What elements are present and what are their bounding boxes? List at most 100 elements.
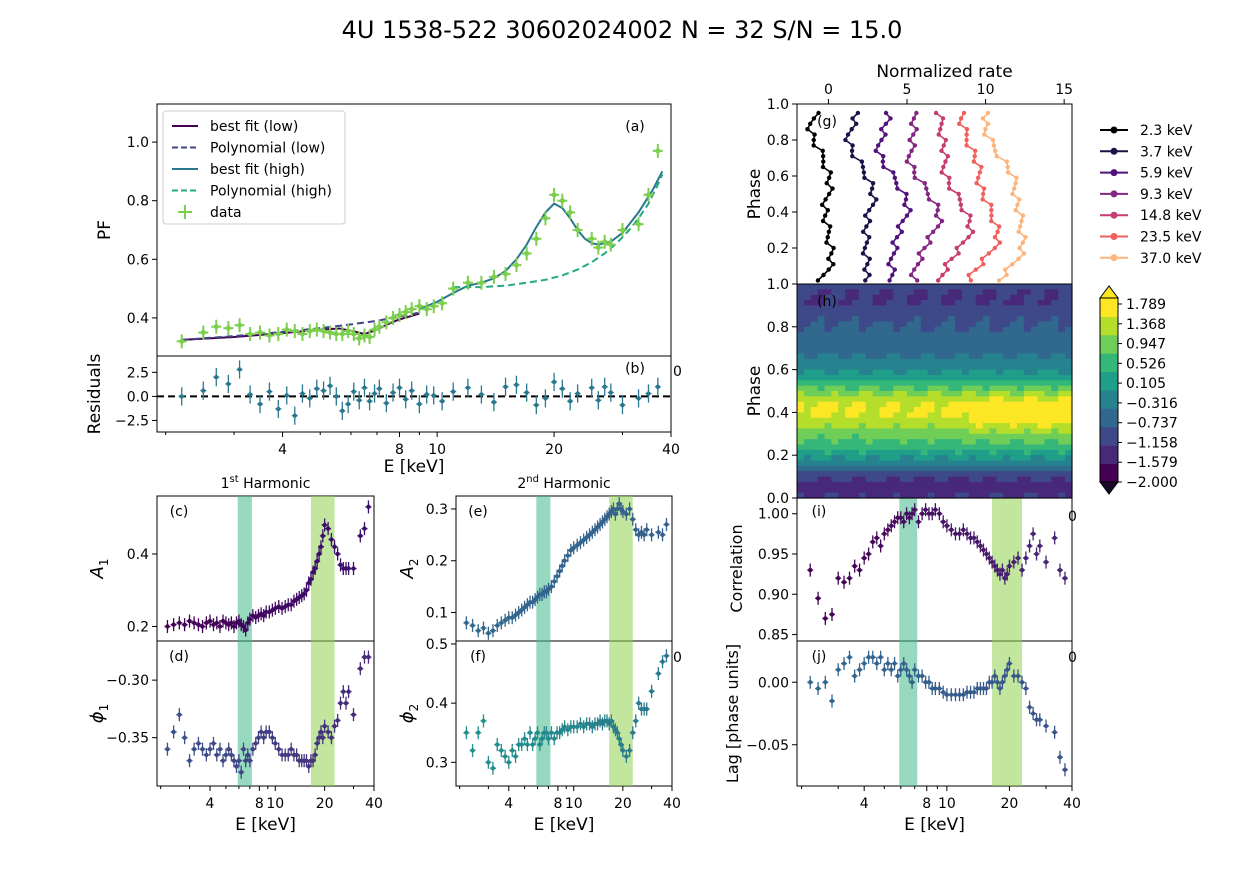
data-point bbox=[984, 686, 989, 691]
heatmap-cell bbox=[824, 305, 832, 312]
profile-point bbox=[862, 175, 867, 180]
heatmap-cell bbox=[831, 391, 839, 397]
heatmap-cell bbox=[941, 353, 949, 360]
heatmap-cell bbox=[817, 492, 826, 499]
data-point bbox=[953, 531, 958, 537]
heatmap-cell bbox=[1065, 487, 1073, 494]
heatmap-cell bbox=[982, 374, 991, 381]
heatmap-cell bbox=[1030, 348, 1039, 355]
profile-point bbox=[922, 181, 927, 186]
heatmap-cell bbox=[1017, 289, 1025, 296]
heatmap-cell bbox=[1030, 374, 1039, 381]
heatmap-cell bbox=[817, 337, 826, 344]
heatmap-cell bbox=[1003, 369, 1011, 376]
data-point bbox=[525, 742, 530, 747]
heatmap-cell bbox=[968, 444, 977, 451]
y-tick-label: 0.95 bbox=[758, 547, 789, 563]
data-point bbox=[568, 548, 574, 553]
heatmap-cell bbox=[810, 444, 819, 451]
heatmap-cell bbox=[810, 284, 819, 290]
heatmap-cell bbox=[975, 321, 984, 328]
heatmap-cell bbox=[1037, 337, 1046, 344]
profile-point bbox=[825, 208, 831, 213]
data-point bbox=[503, 384, 508, 389]
heatmap-cell bbox=[982, 492, 991, 499]
data-point bbox=[366, 504, 371, 510]
data-point bbox=[660, 659, 665, 664]
y-tick-label: −2.5 bbox=[115, 413, 149, 429]
profile-point bbox=[912, 170, 917, 175]
heatmap-cell bbox=[920, 294, 929, 301]
heatmap-cell bbox=[996, 364, 1004, 371]
heatmap-cell bbox=[845, 332, 853, 339]
heatmap-cell bbox=[1044, 481, 1052, 488]
heatmap-cell bbox=[1010, 364, 1018, 371]
heatmap-cell bbox=[955, 428, 963, 435]
heatmap-cell bbox=[962, 358, 970, 365]
colorbar-segment bbox=[1100, 334, 1118, 354]
profile-point bbox=[892, 267, 898, 272]
heatmap-cell bbox=[968, 321, 977, 328]
heatmap-cell bbox=[838, 284, 846, 290]
heatmap-cell bbox=[831, 449, 839, 456]
profile-point bbox=[875, 143, 881, 148]
x-tick-label: 20 bbox=[1001, 796, 1019, 812]
heatmap-cell bbox=[797, 364, 805, 371]
heatmap-cell bbox=[879, 348, 887, 355]
heatmap-cell bbox=[1051, 316, 1059, 323]
heatmap-cell bbox=[852, 289, 860, 296]
heatmap-cell bbox=[900, 374, 908, 381]
profile-point bbox=[945, 154, 951, 159]
heatmap-cell bbox=[1065, 374, 1073, 381]
heatmap-cell bbox=[865, 294, 874, 301]
heatmap-cell bbox=[1058, 348, 1066, 355]
data-point bbox=[191, 746, 197, 752]
heatmap-cell bbox=[900, 310, 908, 317]
heatmap-cell bbox=[1044, 423, 1052, 430]
heatmap-cell bbox=[968, 439, 977, 446]
heatmap-cell bbox=[989, 391, 997, 397]
heatmap-cell bbox=[1010, 348, 1018, 355]
heatmap-cell bbox=[845, 471, 853, 478]
heatmap-cell bbox=[913, 321, 922, 328]
data-point bbox=[1052, 535, 1057, 541]
heatmap-cell bbox=[845, 476, 853, 483]
heatmap-cell bbox=[1030, 284, 1039, 290]
heatmap-cell bbox=[886, 305, 894, 312]
heatmap-cell bbox=[955, 433, 963, 440]
heatmap-cell bbox=[872, 492, 881, 499]
data-point bbox=[1027, 543, 1032, 549]
heatmap-cell bbox=[1017, 337, 1025, 344]
profile-point bbox=[997, 240, 1003, 245]
data-point bbox=[933, 686, 938, 691]
heatmap-cell bbox=[852, 407, 860, 413]
heatmap-cell bbox=[913, 439, 922, 446]
data-point bbox=[256, 735, 261, 740]
heatmap-cell bbox=[810, 391, 819, 397]
data-point bbox=[904, 667, 909, 672]
heatmap-cell bbox=[865, 492, 874, 499]
data-point bbox=[549, 730, 554, 735]
heatmap-cell bbox=[1023, 380, 1032, 387]
heatmap-cell bbox=[1023, 465, 1032, 472]
data-point bbox=[1019, 567, 1025, 573]
data-point bbox=[250, 746, 256, 752]
y-tick-label: 0.8 bbox=[767, 320, 789, 336]
heatmap-cell bbox=[1017, 439, 1025, 446]
heatmap-cell bbox=[1051, 332, 1059, 339]
data-point bbox=[571, 724, 576, 730]
heatmap-cell bbox=[845, 289, 853, 296]
heatmap-cell bbox=[831, 455, 839, 462]
heatmap-cell bbox=[1044, 444, 1052, 451]
data-point bbox=[306, 580, 311, 586]
heatmap-cell bbox=[968, 412, 977, 419]
heatmap-cell bbox=[955, 294, 963, 301]
x-tick-label: 40 bbox=[663, 796, 681, 812]
heatmap-cell bbox=[1017, 391, 1025, 397]
data-point bbox=[226, 746, 231, 752]
heatmap-cell bbox=[872, 305, 881, 312]
heatmap-cell bbox=[1051, 369, 1059, 376]
profile-point bbox=[821, 159, 826, 164]
heatmap-cell bbox=[1058, 391, 1066, 397]
